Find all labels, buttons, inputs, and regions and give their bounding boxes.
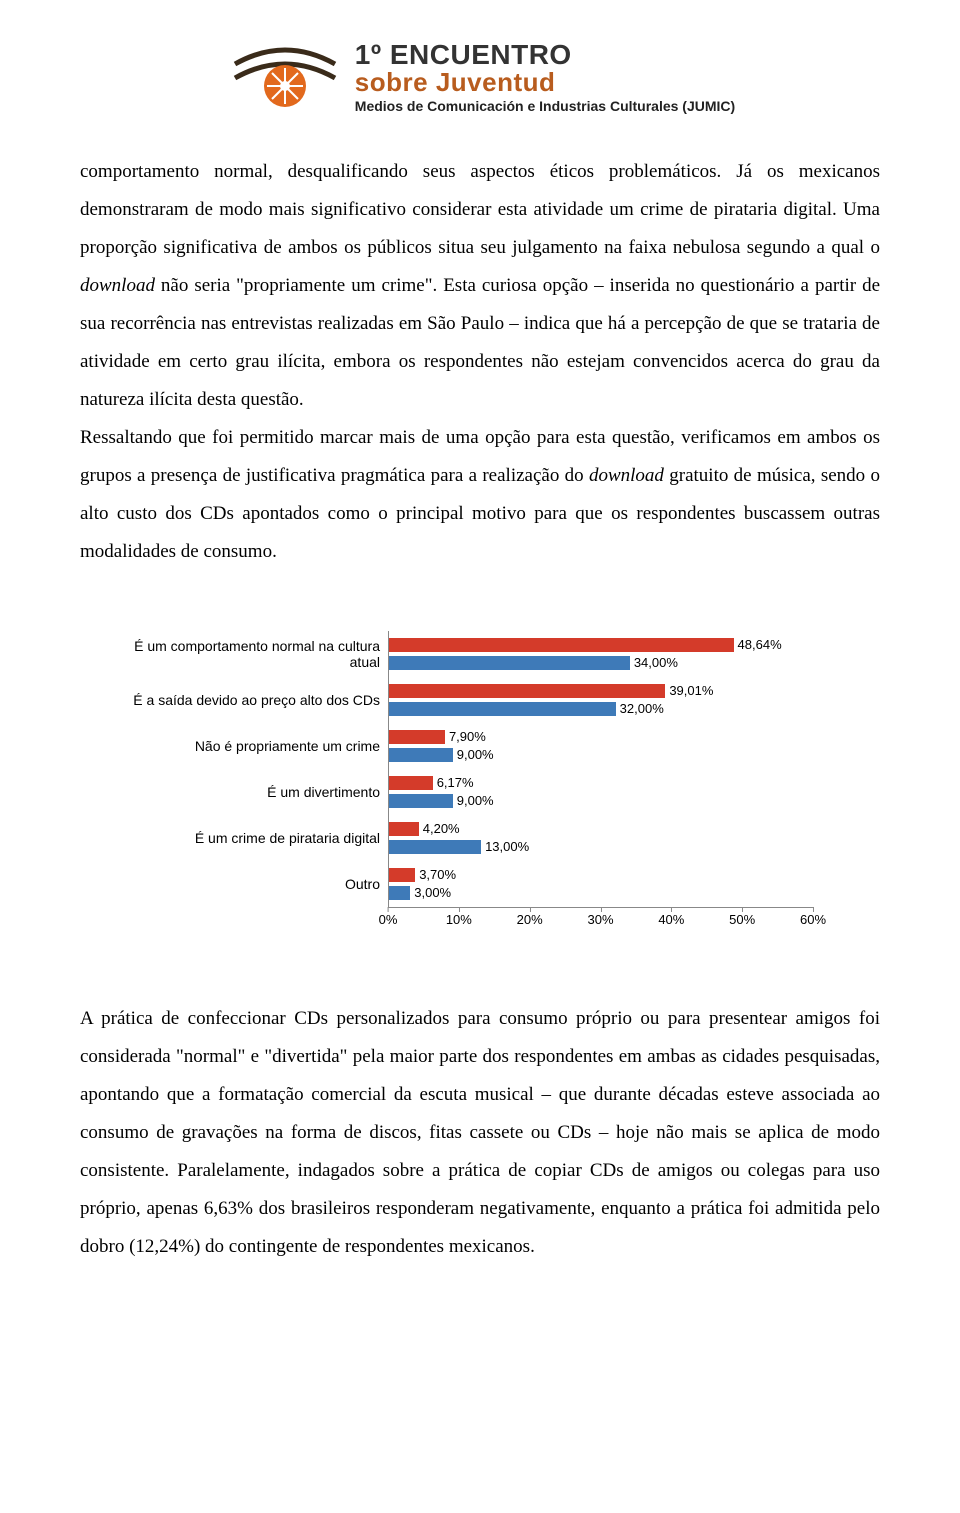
- chart-y-labels: É um comportamento normal na cultura atu…: [100, 631, 388, 908]
- bar-mex: 9,00%: [389, 748, 453, 762]
- bar-chart: É um comportamento normal na cultura atu…: [100, 631, 880, 930]
- bar-value-label: 48,64%: [734, 637, 782, 652]
- bar-bra: 3,70%: [389, 868, 415, 882]
- eye-logo-graphic: [225, 42, 345, 112]
- bar-value-label: 3,70%: [415, 867, 456, 882]
- bar-value-label: 34,00%: [630, 655, 678, 670]
- bar-bra: 6,17%: [389, 776, 433, 790]
- bar-bra: 39,01%: [389, 684, 665, 698]
- body-paragraph-1: comportamento normal, desqualificando se…: [80, 153, 880, 419]
- chart-category-label: É um divertimento: [100, 769, 380, 815]
- chart-category-label: É um comportamento normal na cultura atu…: [100, 631, 380, 677]
- bar-bra: 48,64%: [389, 638, 734, 652]
- bar-mex: 34,00%: [389, 656, 630, 670]
- bar-bra: 7,90%: [389, 730, 445, 744]
- chart-category-bars: 6,17% 9,00%: [389, 769, 814, 815]
- x-tick: 50%: [729, 912, 755, 927]
- bar-mex: 3,00%: [389, 886, 410, 900]
- bar-mex: 13,00%: [389, 840, 481, 854]
- bar-mex: 32,00%: [389, 702, 616, 716]
- chart-x-axis: 0%10%20%30%40%50%60%: [388, 912, 813, 930]
- bar-value-label: 13,00%: [481, 839, 529, 854]
- bar-mex: 9,00%: [389, 794, 453, 808]
- chart-category-label: Não é propriamente um crime: [100, 723, 380, 769]
- p2-italic-1: download: [589, 465, 664, 486]
- x-tick: 0%: [379, 912, 398, 927]
- x-tick: 10%: [446, 912, 472, 927]
- x-tick: 20%: [517, 912, 543, 927]
- bar-value-label: 32,00%: [616, 701, 664, 716]
- chart-category-bars: 4,20% 13,00%: [389, 815, 814, 861]
- x-tick: 40%: [658, 912, 684, 927]
- logo-text: 1º ENCUENTRO sobre Juventud Medios de Co…: [355, 40, 735, 113]
- bar-bra: 4,20%: [389, 822, 419, 836]
- chart-category-label: É a saída devido ao preço alto dos CDs: [100, 677, 380, 723]
- x-tick: 60%: [800, 912, 826, 927]
- bar-value-label: 9,00%: [453, 793, 494, 808]
- bar-value-label: 9,00%: [453, 747, 494, 762]
- body-paragraph-2: Ressaltando que foi permitido marcar mai…: [80, 419, 880, 571]
- logo-tagline: Medios de Comunicación e Industrias Cult…: [355, 99, 735, 114]
- chart-category-bars: 3,70% 3,00%: [389, 861, 814, 907]
- bar-value-label: 6,17%: [433, 775, 474, 790]
- logo-title: 1º ENCUENTRO: [355, 40, 735, 69]
- logo-subtitle: sobre Juventud: [355, 69, 735, 96]
- chart-category-bars: 39,01%32,00%: [389, 677, 814, 723]
- chart-category-label: Outro: [100, 861, 380, 907]
- chart-category-bars: 7,90% 9,00%: [389, 723, 814, 769]
- document-page: 1º ENCUENTRO sobre Juventud Medios de Co…: [0, 0, 960, 1326]
- bar-value-label: 3,00%: [410, 885, 451, 900]
- chart-plot-area: 48,64%34,00%39,01%32,00%7,90%9,00%6,17%9…: [388, 631, 814, 908]
- x-tick: 30%: [587, 912, 613, 927]
- chart-category-bars: 48,64% 34,00%: [389, 631, 814, 677]
- bar-value-label: 4,20%: [419, 821, 460, 836]
- p1-italic-1: download: [80, 275, 155, 296]
- p1-text-a: comportamento normal, desqualificando se…: [80, 161, 880, 258]
- chart-category-label: É um crime de pirataria digital: [100, 815, 380, 861]
- bar-value-label: 7,90%: [445, 729, 486, 744]
- p1-text-b: não seria "propriamente um crime". Esta …: [80, 275, 880, 410]
- header-logo-block: 1º ENCUENTRO sobre Juventud Medios de Co…: [80, 40, 880, 113]
- bar-value-label: 39,01%: [665, 683, 713, 698]
- body-paragraph-3: A prática de confeccionar CDs personaliz…: [80, 1000, 880, 1266]
